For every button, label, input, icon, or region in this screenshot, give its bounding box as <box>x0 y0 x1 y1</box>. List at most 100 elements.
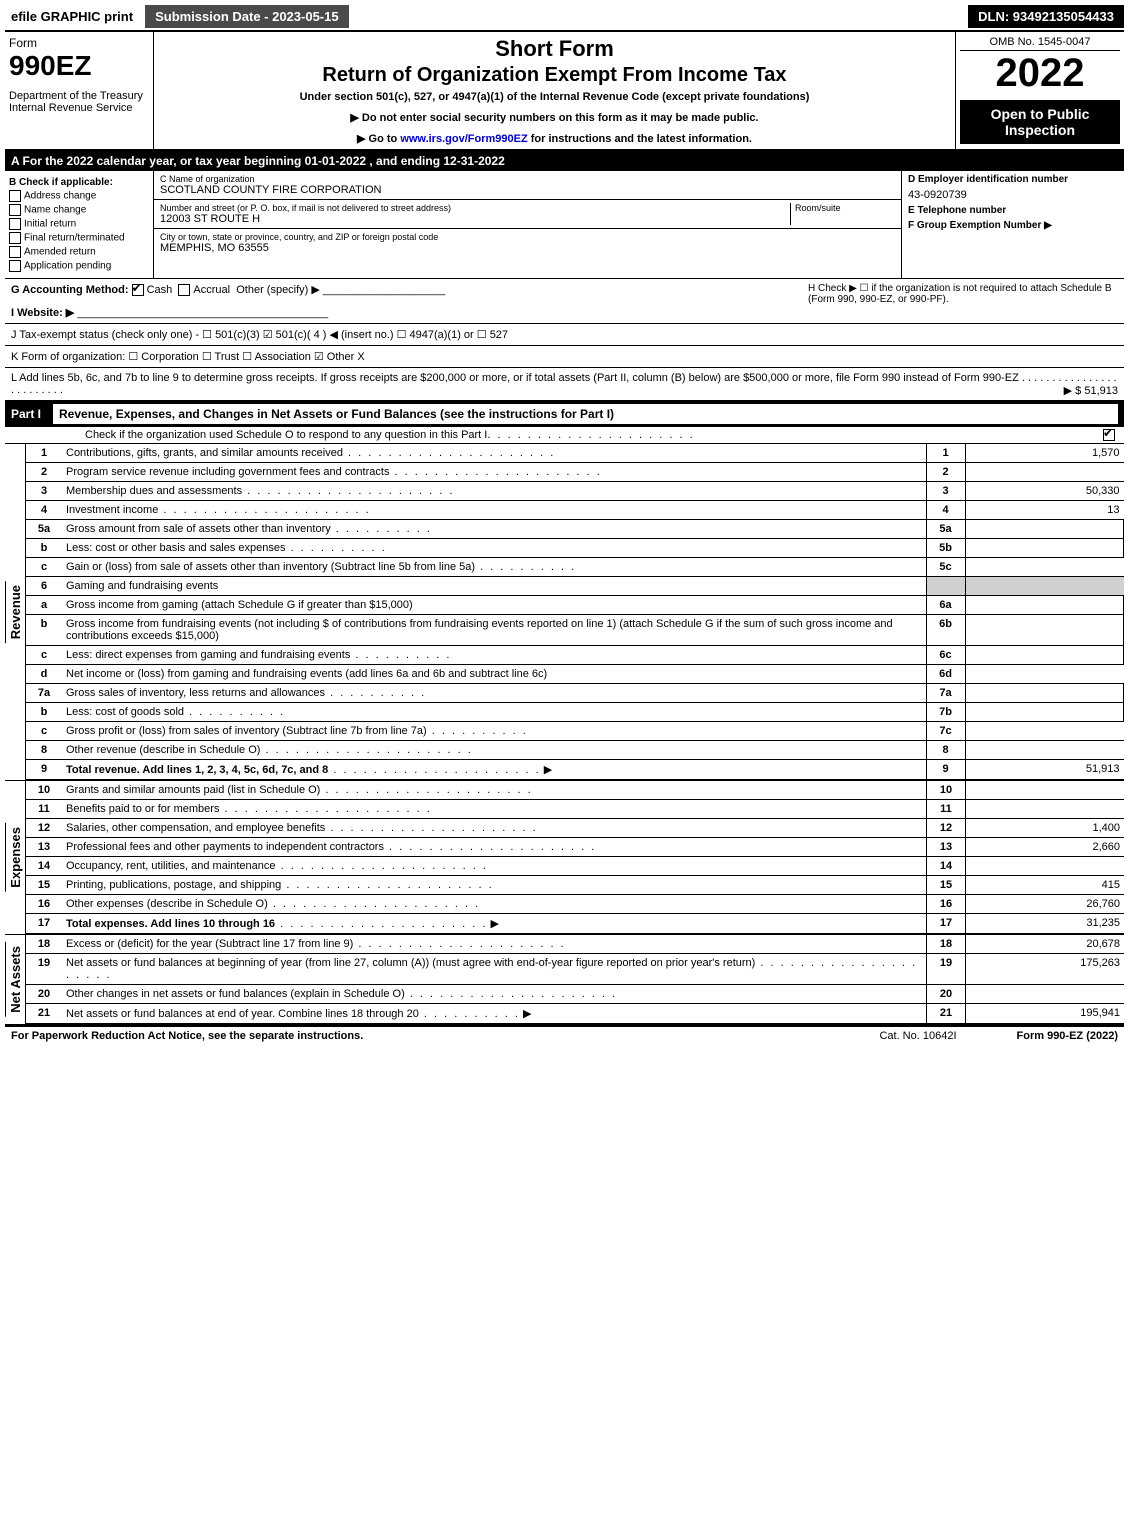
line-11-text: Benefits paid to or for members <box>62 800 927 819</box>
line-7c-text: Gross profit or (loss) from sales of inv… <box>62 722 926 741</box>
omb-number: OMB No. 1545-0047 <box>960 36 1120 51</box>
revenue-table: 1Contributions, gifts, grants, and simil… <box>26 444 1124 780</box>
footer-left: For Paperwork Reduction Act Notice, see … <box>11 1030 879 1042</box>
ein-label: D Employer identification number <box>908 174 1118 185</box>
footer-form-ref: Form 990-EZ (2022) <box>1017 1030 1118 1042</box>
chk-cash[interactable] <box>132 284 144 296</box>
line-4-amount: 13 <box>965 501 1124 520</box>
line-17-amount: 31,235 <box>966 914 1125 934</box>
page-footer: For Paperwork Reduction Act Notice, see … <box>5 1026 1124 1045</box>
line-12-text: Salaries, other compensation, and employ… <box>62 819 927 838</box>
line-9-text: Total revenue. Add lines 1, 2, 3, 4, 5c,… <box>62 760 926 780</box>
accounting-method: G Accounting Method: Cash Accrual Other … <box>11 283 808 319</box>
org-name-block: C Name of organization SCOTLAND COUNTY F… <box>154 171 901 200</box>
revenue-section: Revenue 1Contributions, gifts, grants, a… <box>5 444 1124 781</box>
line-1-text: Contributions, gifts, grants, and simila… <box>62 444 926 463</box>
chk-application-pending[interactable]: Application pending <box>9 260 149 272</box>
street-value: 12003 ST ROUTE H <box>160 213 790 225</box>
line-7a-text: Gross sales of inventory, less returns a… <box>66 687 426 699</box>
irs-link[interactable]: www.irs.gov/Form990EZ <box>400 133 527 145</box>
line-6c-text: Less: direct expenses from gaming and fu… <box>66 649 451 661</box>
header-center: Short Form Return of Organization Exempt… <box>154 32 955 149</box>
top-bar: efile GRAPHIC print Submission Date - 20… <box>5 5 1124 32</box>
street-block: Number and street (or P. O. box, if mail… <box>154 200 901 229</box>
line-19-text: Net assets or fund balances at beginning… <box>62 954 927 985</box>
line-19-amount: 175,263 <box>966 954 1125 985</box>
line-2-text: Program service revenue including govern… <box>62 463 926 482</box>
website-label: I Website: ▶ <box>11 307 74 319</box>
line-3-amount: 50,330 <box>965 482 1124 501</box>
line-16-amount: 26,760 <box>966 895 1125 914</box>
box-b: B Check if applicable: Address change Na… <box>5 171 154 278</box>
city-label: City or town, state or province, country… <box>160 232 895 242</box>
city-value: MEMPHIS, MO 63555 <box>160 242 895 254</box>
dln-label: DLN: 93492135054433 <box>968 5 1124 28</box>
open-to-public: Open to Public Inspection <box>960 100 1120 144</box>
title-subtitle: Under section 501(c), 527, or 4947(a)(1)… <box>162 91 947 103</box>
box-c: C Name of organization SCOTLAND COUNTY F… <box>154 171 902 278</box>
revenue-side-label: Revenue <box>5 581 25 643</box>
box-b-header: B Check if applicable: <box>9 177 149 188</box>
line-15-text: Printing, publications, postage, and shi… <box>62 876 927 895</box>
department-label: Department of the Treasury Internal Reve… <box>9 90 149 114</box>
line-7b-text: Less: cost of goods sold <box>66 706 285 718</box>
form-word: Form <box>9 36 149 50</box>
header-right: OMB No. 1545-0047 2022 Open to Public In… <box>955 32 1124 149</box>
line-20-text: Other changes in net assets or fund bala… <box>62 985 927 1004</box>
header-left: Form 990EZ Department of the Treasury In… <box>5 32 154 149</box>
line-5a-text: Gross amount from sale of assets other t… <box>66 523 432 535</box>
expenses-side-label: Expenses <box>5 823 25 892</box>
line-6-text: Gaming and fundraising events <box>62 577 926 596</box>
chk-address-change[interactable]: Address change <box>9 190 149 202</box>
line-4-text: Investment income <box>62 501 926 520</box>
line-10-text: Grants and similar amounts paid (list in… <box>62 781 927 800</box>
part-1-header: Part I Revenue, Expenses, and Changes in… <box>5 401 1124 427</box>
chk-schedule-o[interactable] <box>1103 429 1115 441</box>
line-12-amount: 1,400 <box>966 819 1125 838</box>
efile-label[interactable]: efile GRAPHIC print <box>5 6 139 27</box>
line-17-text: Total expenses. Add lines 10 through 16 … <box>62 914 927 934</box>
row-k-form-org: K Form of organization: ☐ Corporation ☐ … <box>5 346 1124 368</box>
line-1-amount: 1,570 <box>965 444 1124 463</box>
line-6d-text: Net income or (loss) from gaming and fun… <box>62 665 926 684</box>
line-9-amount: 51,913 <box>965 760 1124 780</box>
net-assets-table: 18Excess or (deficit) for the year (Subt… <box>26 935 1124 1024</box>
city-block: City or town, state or province, country… <box>154 229 901 257</box>
submission-date-button[interactable]: Submission Date - 2023-05-15 <box>145 5 349 28</box>
expenses-section: Expenses 10Grants and similar amounts pa… <box>5 781 1124 935</box>
part-1-label: Part I <box>11 407 53 421</box>
line-5c-text: Gain or (loss) from sale of assets other… <box>62 558 926 577</box>
gross-receipts-amount: ▶ $ 51,913 <box>1064 384 1118 397</box>
part-1-title: Revenue, Expenses, and Changes in Net As… <box>53 404 1118 424</box>
street-label: Number and street (or P. O. box, if mail… <box>160 203 790 213</box>
line-8-text: Other revenue (describe in Schedule O) <box>62 741 926 760</box>
row-a-calendar-year: A For the 2022 calendar year, or tax yea… <box>5 151 1124 171</box>
line-21-amount: 195,941 <box>966 1004 1125 1024</box>
line-13-amount: 2,660 <box>966 838 1125 857</box>
line-15-amount: 415 <box>966 876 1125 895</box>
row-l-gross-receipts: L Add lines 5b, 6c, and 7b to line 9 to … <box>5 368 1124 401</box>
line-3-text: Membership dues and assessments <box>62 482 926 501</box>
form-header: Form 990EZ Department of the Treasury In… <box>5 32 1124 151</box>
net-assets-side-label: Net Assets <box>5 942 25 1017</box>
tax-year: 2022 <box>960 51 1120 96</box>
section-bcdef: B Check if applicable: Address change Na… <box>5 171 1124 279</box>
chk-name-change[interactable]: Name change <box>9 204 149 216</box>
chk-final-return[interactable]: Final return/terminated <box>9 232 149 244</box>
chk-accrual[interactable] <box>178 284 190 296</box>
footer-catalog: Cat. No. 10642I <box>879 1030 956 1042</box>
ein-value: 43-0920739 <box>908 189 1118 201</box>
box-def: D Employer identification number 43-0920… <box>902 171 1124 278</box>
group-exemption-label: F Group Exemption Number ▶ <box>908 220 1118 231</box>
org-name-label: C Name of organization <box>160 174 895 184</box>
title-return: Return of Organization Exempt From Incom… <box>162 64 947 87</box>
row-gh: G Accounting Method: Cash Accrual Other … <box>5 279 1124 324</box>
row-j-tax-exempt: J Tax-exempt status (check only one) - ☐… <box>5 324 1124 346</box>
chk-initial-return[interactable]: Initial return <box>9 218 149 230</box>
line-5b-text: Less: cost or other basis and sales expe… <box>66 542 387 554</box>
row-h-schedule-b: H Check ▶ ☐ if the organization is not r… <box>808 283 1118 319</box>
line-21-text: Net assets or fund balances at end of ye… <box>62 1004 927 1024</box>
form-number: 990EZ <box>9 50 149 82</box>
chk-amended-return[interactable]: Amended return <box>9 246 149 258</box>
line-6a-text: Gross income from gaming (attach Schedul… <box>66 599 413 611</box>
